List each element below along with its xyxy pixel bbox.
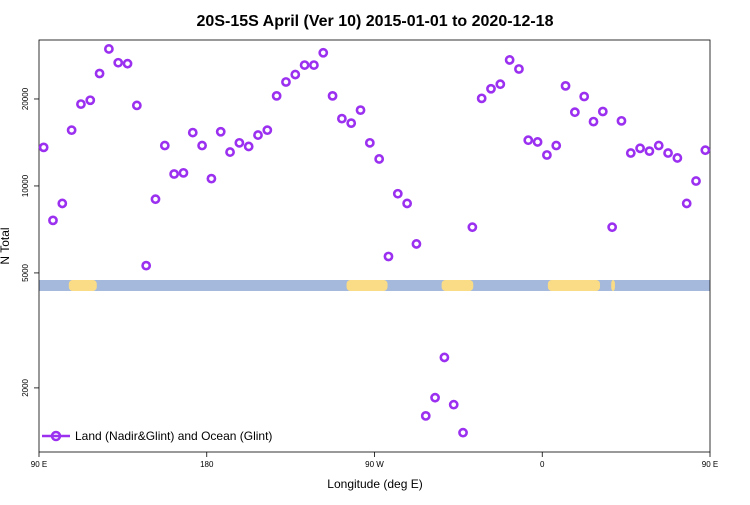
data-point <box>159 140 170 151</box>
data-point <box>85 95 96 106</box>
data-point <box>346 118 357 129</box>
x-tick-label: 180 <box>200 460 214 469</box>
data-point <box>76 99 86 109</box>
data-point <box>681 198 692 209</box>
data-point <box>271 90 282 101</box>
data-point <box>113 57 124 68</box>
data-point <box>336 113 347 124</box>
data-point <box>691 176 701 186</box>
x-axis-title: Longitude (deg E) <box>327 477 422 491</box>
data-point <box>355 105 366 116</box>
data-point <box>588 116 599 127</box>
y-tick-label: 10000 <box>21 174 30 197</box>
data-point <box>38 142 49 153</box>
data-point <box>579 91 590 102</box>
data-point <box>476 93 487 104</box>
data-point <box>206 173 217 184</box>
legend: Land (Nadir&Glint) and Ocean (Glint) <box>42 429 272 443</box>
data-point <box>383 251 394 262</box>
data-point <box>122 58 133 69</box>
legend-circle-marker <box>50 430 62 442</box>
data-point <box>197 140 207 151</box>
data-point <box>364 137 375 148</box>
data-point <box>48 215 58 226</box>
data-point <box>131 100 142 111</box>
x-tick-label: 90 E <box>702 460 718 469</box>
data-point <box>430 392 440 403</box>
x-axis: 90 E 180 90 W 0 90 E <box>31 452 718 469</box>
y-tick-label: 5000 <box>21 263 30 281</box>
surface-band <box>39 280 710 291</box>
data-point <box>392 188 403 199</box>
data-point <box>597 106 608 117</box>
land-band-segment <box>68 280 97 291</box>
data-point <box>290 69 301 80</box>
data-point <box>653 140 664 151</box>
data-point <box>141 260 152 271</box>
data-point <box>523 135 534 146</box>
data-point <box>569 107 580 118</box>
data-point <box>504 55 515 65</box>
data-point <box>253 130 263 140</box>
y-tick-label: 20000 <box>21 87 30 110</box>
legend-label: Land (Nadir&Glint) and Ocean (Glint) <box>75 429 272 443</box>
data-point <box>672 153 683 163</box>
data-point <box>309 60 319 70</box>
x-tick-label: 90 W <box>365 460 384 469</box>
x-tick-label: 90 E <box>31 460 47 469</box>
land-band-segment <box>547 280 601 291</box>
data-point <box>318 47 329 58</box>
data-point <box>448 399 459 410</box>
data-point <box>514 64 524 74</box>
chart-title: 20S-15S April (Ver 10) 2015-01-01 to 202… <box>197 13 554 30</box>
data-point <box>150 194 161 205</box>
data-point <box>215 126 226 137</box>
data-point <box>103 44 114 54</box>
data-point <box>57 198 68 209</box>
land-band-segment <box>611 280 615 291</box>
data-point <box>616 115 627 126</box>
data-point <box>625 148 636 158</box>
data-point <box>439 352 450 363</box>
y-axis: 2000 5000 10000 20000 <box>21 87 39 397</box>
data-point <box>607 222 618 233</box>
data-point <box>225 147 235 157</box>
y-tick-label: 2000 <box>21 378 30 396</box>
data-point <box>532 137 543 147</box>
data-point <box>178 167 189 178</box>
data-point <box>458 427 468 438</box>
data-point <box>551 140 562 151</box>
data-point <box>327 90 338 101</box>
data-point <box>94 68 105 79</box>
data-point <box>560 80 571 91</box>
data-point <box>234 137 245 148</box>
data-point <box>411 239 422 249</box>
data-point <box>467 222 478 233</box>
data-point <box>187 127 198 138</box>
data-point <box>169 169 180 179</box>
data-point <box>635 143 646 154</box>
land-band-segment <box>346 280 388 291</box>
data-point <box>374 154 385 164</box>
data-point <box>486 83 496 94</box>
data-points <box>38 44 711 438</box>
data-point <box>66 125 77 136</box>
data-point <box>299 60 310 70</box>
data-point <box>644 146 655 157</box>
data-point <box>542 150 552 160</box>
data-point <box>262 125 273 136</box>
data-point <box>243 141 254 152</box>
data-point <box>420 411 431 421</box>
data-point <box>700 145 711 156</box>
x-tick-label: 0 <box>540 460 545 469</box>
data-point <box>495 79 506 90</box>
y-axis-title: N Total <box>0 227 12 264</box>
data-point <box>663 148 673 158</box>
data-point <box>281 77 291 87</box>
land-band-segment <box>441 280 474 291</box>
data-point <box>402 198 413 209</box>
